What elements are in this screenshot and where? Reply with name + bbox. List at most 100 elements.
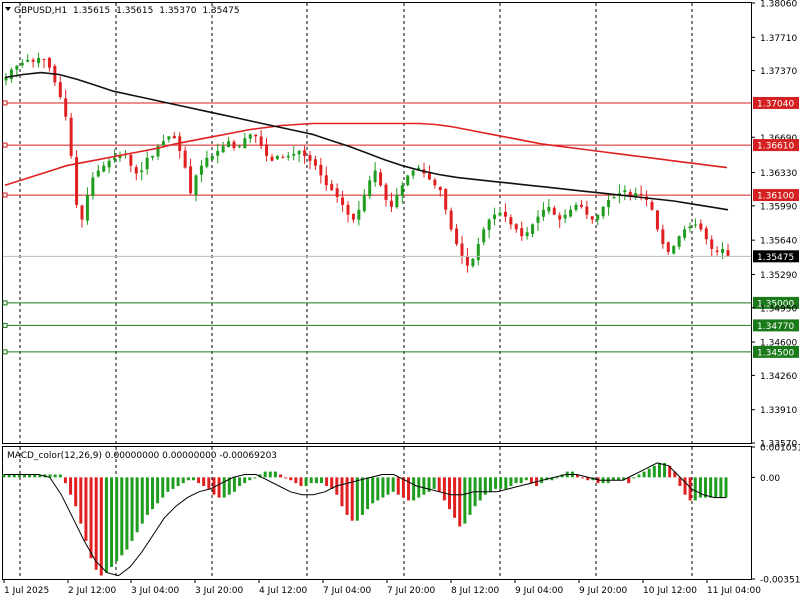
macd-histogram-bar[interactable] bbox=[586, 477, 590, 481]
macd-histogram-bar[interactable] bbox=[693, 477, 697, 501]
macd-histogram-bar[interactable] bbox=[422, 477, 426, 495]
macd-histogram-bar[interactable] bbox=[529, 477, 533, 484]
candle-body[interactable] bbox=[85, 195, 89, 221]
macd-histogram-bar[interactable] bbox=[304, 477, 308, 487]
candle-body[interactable] bbox=[330, 183, 334, 191]
macd-histogram-bar[interactable] bbox=[89, 477, 93, 559]
candle-body[interactable] bbox=[248, 134, 252, 139]
candle-body[interactable] bbox=[379, 172, 383, 186]
candle-body[interactable] bbox=[254, 134, 258, 137]
macd-histogram-bar[interactable] bbox=[243, 477, 247, 484]
macd-histogram-bar[interactable] bbox=[284, 477, 288, 479]
candle-body[interactable] bbox=[362, 195, 366, 212]
macd-histogram-bar[interactable] bbox=[161, 477, 165, 498]
macd-histogram-bar[interactable] bbox=[74, 477, 78, 507]
candle-body[interactable] bbox=[552, 207, 556, 215]
macd-histogram-bar[interactable] bbox=[437, 477, 441, 492]
candle-body[interactable] bbox=[194, 175, 198, 195]
macd-histogram-bar[interactable] bbox=[714, 477, 718, 498]
macd-histogram-bar[interactable] bbox=[683, 477, 687, 495]
candle-body[interactable] bbox=[351, 213, 355, 220]
macd-histogram-bar[interactable] bbox=[678, 477, 682, 487]
candle-body[interactable] bbox=[590, 216, 594, 220]
candle-body[interactable] bbox=[319, 164, 323, 176]
macd-histogram-bar[interactable] bbox=[719, 477, 723, 498]
candle-body[interactable] bbox=[227, 141, 231, 147]
macd-histogram-bar[interactable] bbox=[279, 474, 283, 478]
candle-body[interactable] bbox=[704, 228, 708, 240]
macd-histogram-bar[interactable] bbox=[698, 477, 702, 498]
macd-histogram-bar[interactable] bbox=[442, 477, 446, 501]
candle-body[interactable] bbox=[639, 193, 643, 196]
macd-histogram-bar[interactable] bbox=[360, 477, 364, 515]
macd-histogram-bar[interactable] bbox=[499, 477, 503, 489]
macd-histogram-bar[interactable] bbox=[504, 477, 508, 489]
candle-body[interactable] bbox=[699, 223, 703, 230]
macd-indicator[interactable]: 0.0010514 0.00 -0.0035194 bbox=[2, 443, 800, 586]
macd-histogram-bar[interactable] bbox=[376, 477, 380, 501]
macd-histogram-bar[interactable] bbox=[227, 477, 231, 495]
candle-body[interactable] bbox=[145, 157, 149, 170]
candle-body[interactable] bbox=[270, 156, 274, 161]
macd-histogram-bar[interactable] bbox=[381, 477, 385, 498]
macd-histogram-bar[interactable] bbox=[407, 477, 411, 501]
candle-body[interactable] bbox=[476, 244, 480, 261]
candle-body[interactable] bbox=[455, 228, 459, 245]
candle-body[interactable] bbox=[672, 246, 676, 254]
candle-body[interactable] bbox=[243, 138, 247, 149]
macd-histogram-bar[interactable] bbox=[202, 477, 206, 487]
macd-histogram-bar[interactable] bbox=[668, 465, 672, 478]
candle-body[interactable] bbox=[411, 170, 415, 176]
candle-body[interactable] bbox=[661, 229, 665, 245]
macd-histogram-bar[interactable] bbox=[611, 477, 615, 481]
candle-body[interactable] bbox=[140, 170, 144, 173]
candle-body[interactable] bbox=[335, 188, 339, 198]
macd-histogram-bar[interactable] bbox=[519, 477, 523, 484]
candle-body[interactable] bbox=[324, 175, 328, 186]
candle-body[interactable] bbox=[400, 185, 404, 196]
macd-histogram-bar[interactable] bbox=[366, 477, 370, 510]
macd-histogram-bar[interactable] bbox=[2, 474, 6, 478]
macd-histogram-bar[interactable] bbox=[391, 477, 395, 492]
candle-body[interactable] bbox=[666, 242, 670, 252]
macd-histogram-bar[interactable] bbox=[176, 477, 180, 487]
macd-histogram-bar[interactable] bbox=[509, 477, 513, 487]
candle-body[interactable] bbox=[531, 224, 535, 234]
macd-histogram-bar[interactable] bbox=[704, 477, 708, 498]
macd-histogram-bar[interactable] bbox=[12, 474, 16, 478]
macd-histogram-bar[interactable] bbox=[238, 477, 242, 487]
candle-body[interactable] bbox=[482, 229, 486, 243]
macd-histogram-bar[interactable] bbox=[156, 477, 160, 504]
candle-body[interactable] bbox=[525, 232, 529, 237]
candle-body[interactable] bbox=[259, 136, 263, 147]
candle-body[interactable] bbox=[91, 177, 95, 197]
candle-body[interactable] bbox=[210, 155, 214, 160]
candle-body[interactable] bbox=[558, 215, 562, 220]
macd-histogram-bar[interactable] bbox=[412, 477, 416, 501]
candle-body[interactable] bbox=[634, 193, 638, 197]
candle-body[interactable] bbox=[129, 154, 133, 166]
macd-histogram-bar[interactable] bbox=[110, 477, 114, 567]
macd-histogram-bar[interactable] bbox=[642, 471, 646, 478]
candle-body[interactable] bbox=[433, 179, 437, 186]
macd-histogram-bar[interactable] bbox=[627, 477, 631, 484]
candle-body[interactable] bbox=[498, 212, 502, 216]
candle-body[interactable] bbox=[628, 192, 632, 196]
candle-body[interactable] bbox=[585, 206, 589, 215]
candle-body[interactable] bbox=[536, 216, 540, 223]
candle-body[interactable] bbox=[569, 209, 573, 217]
candle-body[interactable] bbox=[221, 146, 225, 153]
candle-body[interactable] bbox=[460, 243, 464, 256]
macd-histogram-bar[interactable] bbox=[181, 477, 185, 484]
candle-body[interactable] bbox=[574, 204, 578, 210]
candle-body[interactable] bbox=[341, 197, 345, 205]
candle-body[interactable] bbox=[58, 82, 62, 98]
candle-body[interactable] bbox=[417, 167, 421, 171]
candle-body[interactable] bbox=[183, 150, 187, 168]
candle-body[interactable] bbox=[4, 77, 8, 81]
macd-histogram-bar[interactable] bbox=[325, 477, 329, 487]
candle-body[interactable] bbox=[292, 153, 296, 156]
macd-histogram-bar[interactable] bbox=[432, 477, 436, 489]
candle-body[interactable] bbox=[514, 224, 518, 230]
